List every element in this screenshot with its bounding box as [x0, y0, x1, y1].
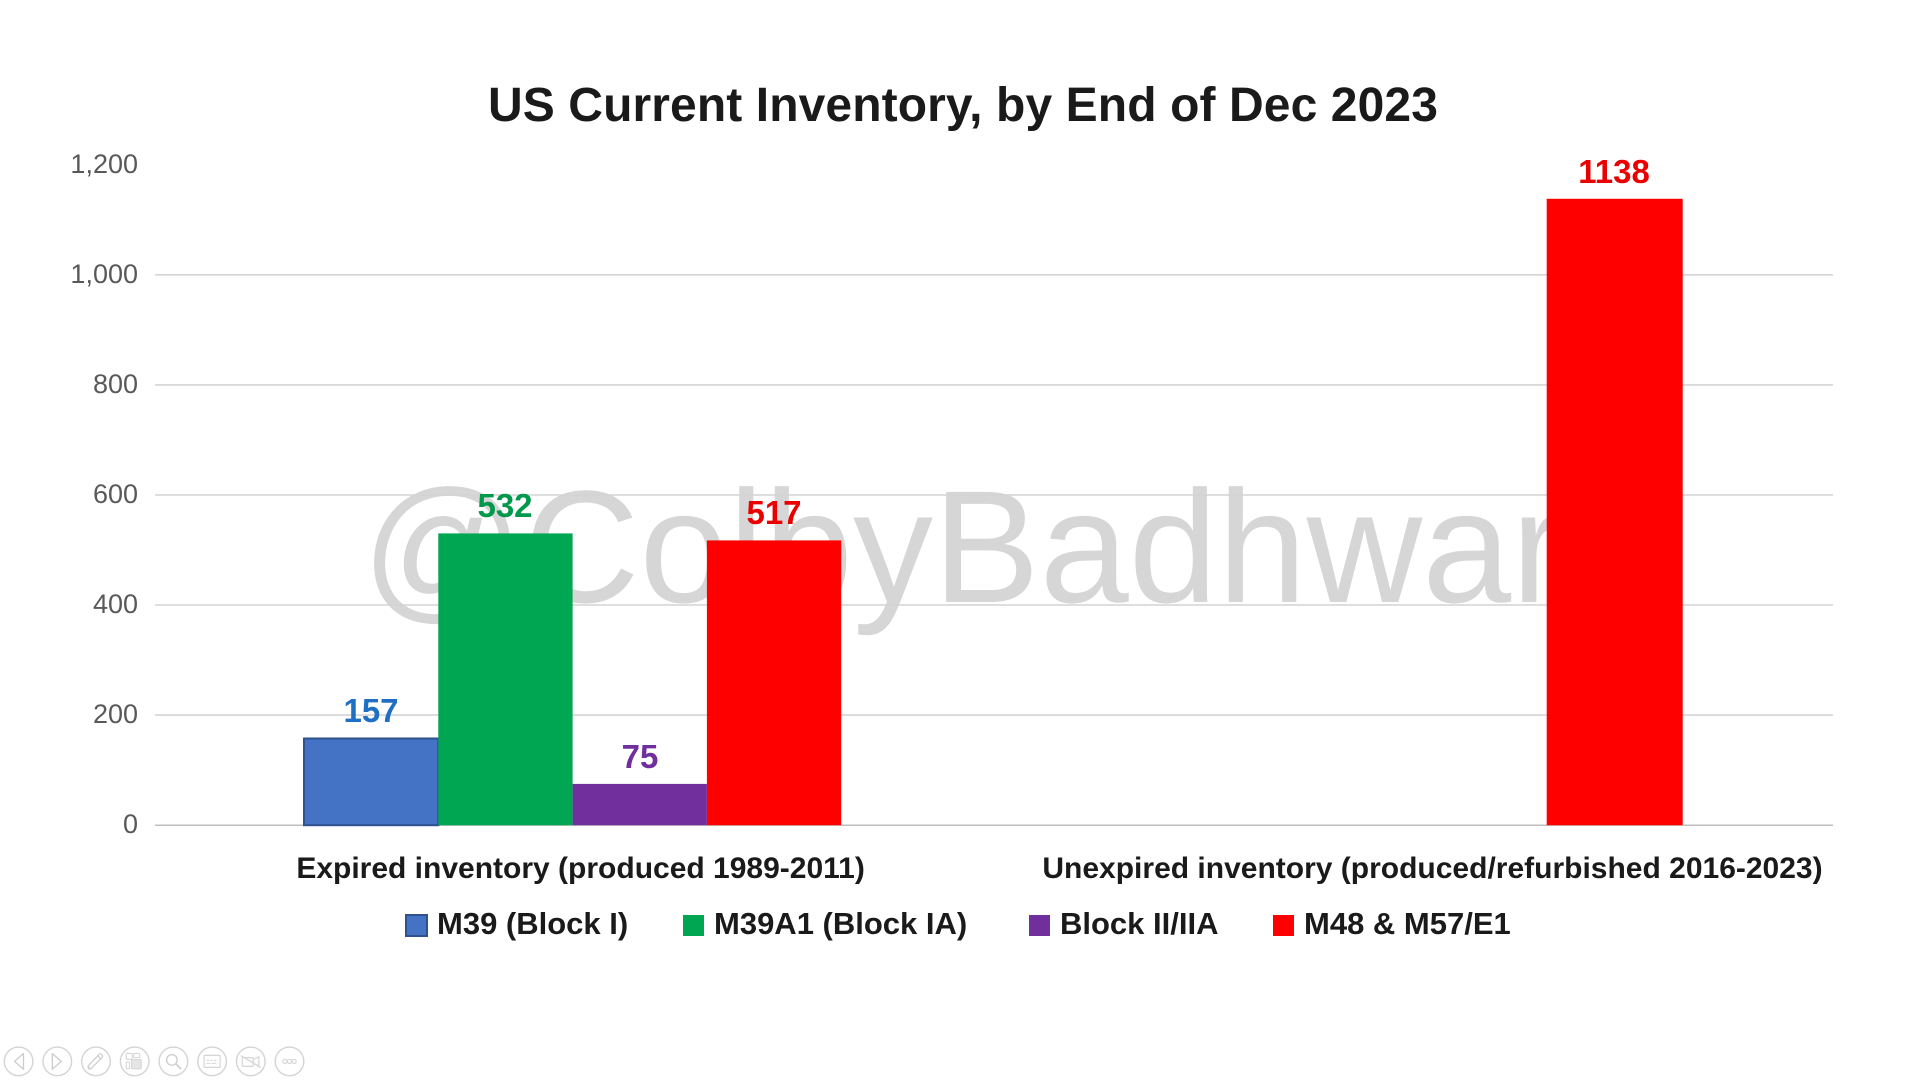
- svg-text:600: 600: [93, 479, 138, 509]
- svg-text:M39A1 (Block IA): M39A1 (Block IA): [714, 906, 967, 941]
- svg-text:M39 (Block I): M39 (Block I): [437, 906, 628, 941]
- svg-text:517: 517: [746, 494, 801, 531]
- svg-text:157: 157: [343, 692, 398, 729]
- svg-text:75: 75: [622, 738, 659, 775]
- svg-text:Block II/IIA: Block II/IIA: [1060, 906, 1218, 941]
- svg-text:Expired inventory (produced 19: Expired inventory (produced 1989-2011): [296, 852, 865, 885]
- svg-text:0: 0: [123, 809, 138, 839]
- svg-text:Unexpired inventory (produced/: Unexpired inventory (produced/refurbishe…: [1042, 852, 1822, 885]
- svg-text:800: 800: [93, 369, 138, 399]
- svg-text:1,000: 1,000: [70, 259, 138, 289]
- svg-text:1,200: 1,200: [70, 149, 138, 179]
- svg-text:532: 532: [477, 487, 532, 524]
- svg-text:400: 400: [93, 589, 138, 619]
- svg-text:M48 & M57/E1: M48 & M57/E1: [1304, 906, 1511, 941]
- svg-text:200: 200: [93, 699, 138, 729]
- svg-text:1138: 1138: [1578, 153, 1650, 190]
